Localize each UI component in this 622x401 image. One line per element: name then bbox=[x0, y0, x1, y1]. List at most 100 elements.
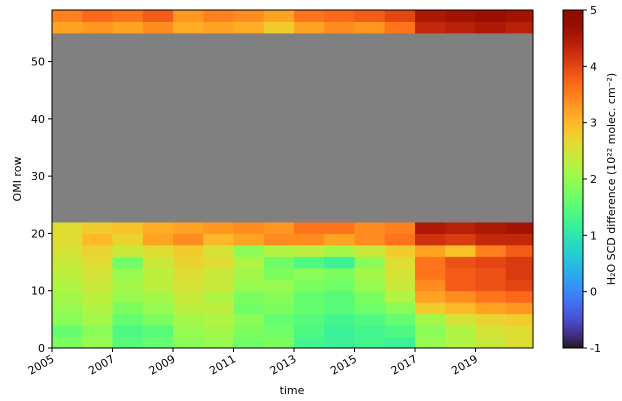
heatmap-cell bbox=[384, 32, 416, 223]
heatmap-cell bbox=[142, 233, 174, 246]
heatmap-cell bbox=[82, 10, 114, 22]
heatmap-cell bbox=[324, 302, 356, 315]
heatmap-cell bbox=[263, 325, 295, 338]
heatmap-cell bbox=[294, 313, 325, 326]
heatmap-cell bbox=[415, 267, 446, 280]
heatmap-cell bbox=[173, 32, 204, 223]
heatmap-cell bbox=[324, 221, 356, 234]
heatmap-cell bbox=[384, 279, 416, 292]
heatmap-cell bbox=[415, 10, 446, 22]
plot-frame bbox=[51, 9, 534, 349]
heatmap-cell bbox=[173, 21, 204, 34]
heatmap-cell bbox=[52, 233, 83, 246]
heatmap-cell bbox=[505, 267, 534, 280]
heatmap-cell bbox=[263, 256, 295, 269]
heatmap-cell bbox=[505, 290, 534, 303]
heatmap-cell bbox=[475, 325, 507, 338]
heatmap-cell bbox=[505, 21, 534, 34]
x-tick-label: 2005 bbox=[26, 352, 57, 377]
heatmap-cell bbox=[142, 302, 174, 315]
heatmap-cell bbox=[112, 10, 144, 22]
heatmap-cell bbox=[445, 290, 477, 303]
heatmap-cell bbox=[475, 336, 507, 349]
heatmap-cell bbox=[445, 313, 477, 326]
heatmap-cell bbox=[112, 233, 144, 246]
heatmap-cell bbox=[263, 221, 295, 234]
heatmap-cell bbox=[384, 267, 416, 280]
heatmap-cell bbox=[354, 233, 386, 246]
heatmap-cell bbox=[384, 221, 416, 234]
heatmap-cell bbox=[233, 10, 265, 22]
heatmap-cell bbox=[52, 221, 83, 234]
heatmap-cell bbox=[112, 32, 144, 223]
heatmap-cell bbox=[142, 32, 174, 223]
heatmap-cell bbox=[112, 244, 144, 257]
heatmap-cell bbox=[354, 32, 386, 223]
heatmap-cell bbox=[203, 279, 235, 292]
heatmap-cell bbox=[475, 10, 507, 22]
heatmap-cell bbox=[445, 279, 477, 292]
heatmap-cell bbox=[324, 10, 356, 22]
heatmap-cell bbox=[294, 325, 325, 338]
heatmap-cell bbox=[505, 32, 534, 223]
heatmap-cell bbox=[294, 221, 325, 234]
heatmap-cell bbox=[263, 267, 295, 280]
heatmap-cell bbox=[142, 10, 174, 22]
heatmap-cell bbox=[52, 336, 83, 349]
heatmap-cell bbox=[384, 325, 416, 338]
heatmap-cell bbox=[82, 336, 114, 349]
heatmap-cell bbox=[52, 32, 83, 223]
heatmap-cell bbox=[475, 302, 507, 315]
heatmap-cell bbox=[82, 267, 114, 280]
heatmap-cell bbox=[203, 267, 235, 280]
heatmap-cell bbox=[294, 32, 325, 223]
heatmap-cell bbox=[263, 279, 295, 292]
heatmap-cell bbox=[263, 244, 295, 257]
colorbar-label: H₂O SCD difference (10²² molec. cm⁻²) bbox=[605, 73, 618, 285]
heatmap-cell bbox=[384, 302, 416, 315]
heatmap-cell bbox=[173, 267, 204, 280]
heatmap-cell bbox=[112, 325, 144, 338]
heatmap-cell bbox=[294, 336, 325, 349]
heatmap-cell bbox=[445, 302, 477, 315]
heatmap-cell bbox=[415, 256, 446, 269]
heatmap-cell bbox=[415, 279, 446, 292]
heatmap-cell bbox=[354, 244, 386, 257]
heatmap-cell bbox=[384, 256, 416, 269]
heatmap-cell bbox=[173, 313, 204, 326]
heatmap-cell bbox=[354, 279, 386, 292]
heatmap-cell bbox=[82, 256, 114, 269]
heatmap-cell bbox=[445, 244, 477, 257]
heatmap-cell bbox=[112, 290, 144, 303]
heatmap-cell bbox=[263, 302, 295, 315]
heatmap-cell bbox=[354, 313, 386, 326]
heatmap-cell bbox=[233, 336, 265, 349]
heatmap-cell bbox=[142, 21, 174, 34]
heatmap-cell bbox=[475, 221, 507, 234]
heatmap-cell bbox=[142, 336, 174, 349]
heatmap-cell bbox=[445, 256, 477, 269]
heatmap-cell bbox=[173, 290, 204, 303]
heatmap-cell bbox=[142, 290, 174, 303]
heatmap-cell bbox=[233, 256, 265, 269]
heatmap-cell bbox=[233, 21, 265, 34]
y-tick-label: 20 bbox=[31, 227, 45, 240]
heatmap-cell bbox=[233, 233, 265, 246]
heatmap-cell bbox=[82, 233, 114, 246]
heatmap-cell bbox=[505, 279, 534, 292]
heatmap-cell bbox=[445, 21, 477, 34]
heatmap-cell bbox=[294, 21, 325, 34]
heatmap-cell bbox=[324, 279, 356, 292]
heatmap-cell bbox=[354, 256, 386, 269]
heatmap-cell bbox=[203, 302, 235, 315]
heatmap-cell bbox=[203, 221, 235, 234]
heatmap-cell bbox=[475, 21, 507, 34]
heatmap-cell bbox=[505, 256, 534, 269]
heatmap-cell bbox=[415, 21, 446, 34]
heatmap-cell bbox=[294, 267, 325, 280]
heatmap-cell bbox=[203, 233, 235, 246]
heatmap-cell bbox=[112, 267, 144, 280]
heatmap-cell bbox=[263, 21, 295, 34]
heatmap-cell bbox=[173, 233, 204, 246]
heatmap-cell bbox=[82, 290, 114, 303]
